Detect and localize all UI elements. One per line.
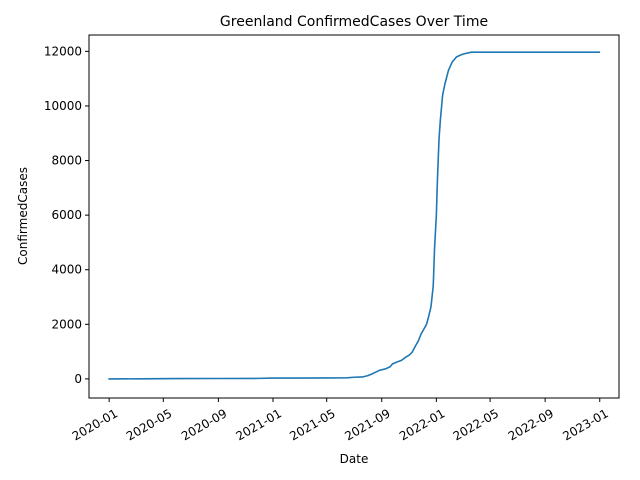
series-line [108, 51, 601, 380]
y-axis-label: ConfirmedCases [16, 167, 30, 265]
y-tick-label: 2000 [51, 317, 82, 331]
x-axis-label: Date [340, 452, 369, 466]
y-tick-label: 8000 [51, 154, 82, 168]
y-tick-label: 12000 [44, 44, 82, 58]
chart-title: Greenland ConfirmedCases Over Time [220, 14, 488, 30]
y-tick-label: 6000 [51, 208, 82, 222]
y-tick-label: 4000 [51, 263, 82, 277]
y-axis-ticks: 0 2000 4000 6000 8000 10000 12000 [44, 44, 89, 386]
axes-frame [88, 34, 620, 399]
y-tick-label: 10000 [44, 99, 82, 113]
plot-area [108, 51, 601, 380]
y-tick-label: 0 [74, 372, 82, 386]
